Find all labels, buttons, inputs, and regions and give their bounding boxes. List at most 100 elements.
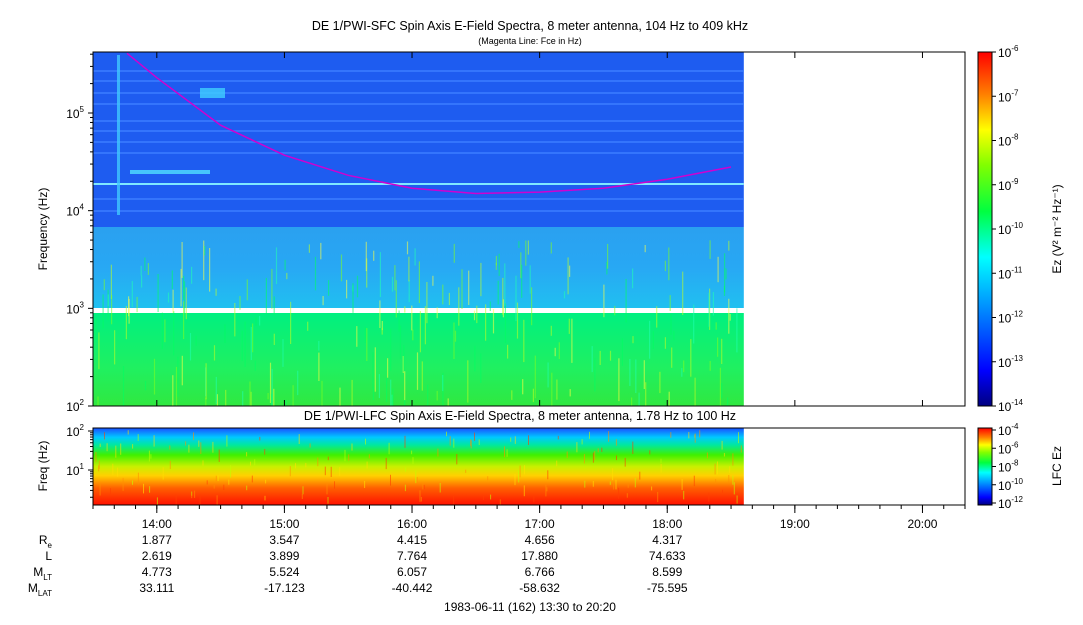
sfc-emission-streak [569, 265, 571, 277]
sfc-emission-streak [480, 353, 482, 383]
sfc-emission-streak [492, 309, 495, 334]
sfc-emission-streak [365, 241, 367, 272]
sfc-emission-streak [547, 362, 549, 388]
sfc-emission-streak [379, 300, 381, 328]
lfc-emission-streak [420, 497, 422, 502]
sfc-emission-streak [690, 339, 692, 377]
sfc-y-tick-label: 105 [66, 105, 84, 121]
time-tick-label: 17:00 [525, 517, 555, 531]
sfc-emission-streak [664, 260, 666, 272]
lfc-emission-streak [453, 495, 455, 505]
sfc-colorbar-tick-label: 10-14 [998, 398, 1023, 414]
sfc-emission-streak [282, 339, 284, 367]
sfc-emission-streak [390, 328, 392, 371]
lfc-emission-streak [317, 457, 319, 467]
sfc-emission-streak [318, 340, 320, 351]
lfc-emission-streak [519, 465, 521, 478]
lfc-emission-streak [404, 484, 406, 492]
sfc-emission-streak [356, 275, 359, 298]
sfc-emission-streak [426, 282, 428, 324]
time-tick-label: 15:00 [269, 517, 299, 531]
sfc-emission-streak [265, 277, 267, 314]
sfc-interference-band [93, 80, 744, 82]
sfc-interference-band [93, 103, 744, 105]
sfc-y-tick-label: 103 [66, 300, 84, 316]
sfc-emission-streak [432, 275, 434, 286]
lfc-emission-streak [594, 451, 596, 461]
lfc-emission-streak [213, 485, 215, 489]
sfc-emission-streak [125, 306, 127, 340]
lfc-emission-streak [115, 445, 117, 458]
sfc-emission-streak [351, 379, 353, 406]
lfc-emission-streak [295, 463, 296, 469]
lfc-emission-streak [453, 438, 455, 448]
sfc-emission-streak [725, 268, 727, 280]
sfc-emission-streak [285, 399, 287, 406]
fce-line [126, 52, 732, 195]
sfc-emission-streak [480, 262, 482, 297]
lfc-emission-streak [301, 494, 303, 499]
sfc-emission-streak [717, 337, 719, 357]
lfc-y-tick-label: 101 [66, 462, 84, 478]
lfc-emission-streak [137, 434, 139, 441]
sfc-emission-streak [568, 318, 570, 334]
sfc-emission-streak [498, 253, 500, 276]
sfc-emission-streak [693, 304, 695, 344]
ephemeris-value: 4.656 [525, 533, 555, 547]
sfc-emission-streak [209, 248, 211, 292]
lfc-emission-streak [615, 439, 617, 446]
lfc-emission-streak [117, 467, 119, 477]
sfc-emission-streak [638, 392, 640, 406]
ephemeris-value: 5.524 [269, 565, 299, 579]
lfc-emission-streak [657, 491, 659, 503]
sfc-emission-streak [224, 324, 226, 343]
lfc-emission-streak [722, 489, 723, 493]
lfc-emission-streak [366, 461, 368, 469]
sfc-emission-streak [213, 345, 216, 361]
sfc-emission-streak [421, 361, 423, 391]
lfc-emission-streak [199, 494, 201, 505]
sfc-emission-streak [550, 242, 552, 254]
ephemeris-value: 3.899 [269, 549, 299, 563]
sfc-emission-streak [122, 366, 125, 406]
sfc-emission-streak [467, 360, 469, 403]
lfc-emission-streak [547, 470, 549, 480]
sfc-emission-streak [183, 301, 185, 340]
lfc-emission-streak [723, 453, 725, 457]
lfc-emission-streak [465, 469, 467, 473]
sfc-emission-streak [374, 347, 376, 392]
ephemeris-row-label: MLT [33, 565, 52, 582]
sfc-emission-streak [473, 310, 476, 321]
lfc-emission-streak [634, 478, 636, 488]
ephemeris-value: 17.880 [521, 549, 558, 563]
lfc-emission-streak [615, 479, 617, 490]
sfc-emission-streak [599, 350, 601, 365]
sfc-emission-streak [502, 277, 504, 315]
lfc-emission-streak [732, 453, 734, 466]
lfc-emission-streak [437, 448, 439, 457]
lfc-emission-streak [246, 452, 248, 457]
lfc-emission-streak [388, 442, 390, 455]
lfc-emission-streak [351, 443, 353, 451]
sfc-emission-streak [386, 378, 388, 402]
time-range-footer: 1983-06-11 (162) 13:30 to 20:20 [444, 600, 616, 614]
sfc-emission-streak [728, 298, 730, 334]
lfc-emission-streak [533, 496, 535, 503]
sfc-emission-streak [461, 269, 463, 309]
sfc-emission-streak [591, 346, 593, 373]
sfc-emission-streak [708, 292, 710, 327]
sfc-emission-streak [366, 328, 368, 361]
sfc-emission-streak [172, 289, 174, 313]
sfc-emission-streak [495, 255, 497, 266]
sfc-interference-band [93, 152, 744, 154]
sfc-emission-streak [609, 350, 612, 361]
sfc-emission-streak [656, 306, 658, 328]
lfc-emission-streak [670, 432, 672, 438]
sfc-emission-streak [147, 263, 149, 275]
sfc-colorbar [977, 51, 993, 407]
sfc-emission-streak [391, 394, 393, 406]
sfc-interference-band [93, 92, 744, 94]
lfc-emission-streak [681, 479, 683, 490]
sfc-emission-streak [390, 379, 392, 406]
sfc-emission-streak [664, 337, 666, 349]
